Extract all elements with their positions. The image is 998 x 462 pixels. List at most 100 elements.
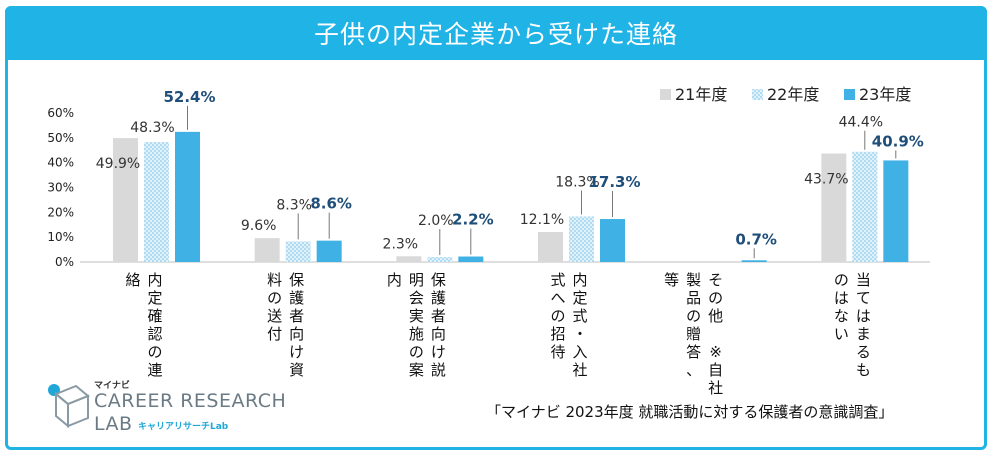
category-label-char: へ <box>550 289 565 307</box>
legend-label-22: 22年度 <box>767 85 819 104</box>
category-label-char: 者 <box>289 307 304 325</box>
category-label-char: 護 <box>431 289 446 307</box>
category-label-char: 護 <box>289 289 304 307</box>
category-label-char: 施 <box>409 325 424 343</box>
category-label-char: ※ <box>709 343 722 361</box>
data-label-23-cat5: 40.9% <box>872 132 924 150</box>
category-label-char: 内 <box>147 271 162 289</box>
category-label-char: 明 <box>409 271 424 289</box>
category-label-char: 製 <box>686 271 701 289</box>
logo: マイナビ CAREER RESEARCH LAB キャリアリサーチLab <box>44 378 286 438</box>
bar-21-cat5 <box>821 153 847 262</box>
category-label-char: 式 <box>572 307 587 325</box>
category-label-char: の <box>147 343 162 361</box>
category-label-char: る <box>856 343 871 361</box>
data-label-21-cat2: 2.3% <box>383 236 419 252</box>
data-label-23-cat2: 2.2% <box>452 211 494 229</box>
y-tick-label: 0% <box>55 255 74 269</box>
category-label-char: 定 <box>572 289 587 307</box>
bar-21-cat2 <box>396 256 422 262</box>
bar-22-cat3 <box>569 216 594 262</box>
category-label-char: の <box>834 271 849 289</box>
data-label-21-cat1: 9.6% <box>241 218 277 234</box>
logo-cube-icon <box>48 384 90 429</box>
category-label-char: そ <box>708 271 723 289</box>
category-label-char: 会 <box>409 289 424 307</box>
data-label-22-cat3: 18.3% <box>555 175 599 191</box>
category-label-char: 社 <box>708 379 723 397</box>
legend-swatch-21 <box>660 89 671 100</box>
data-label-22-cat0: 48.3% <box>130 120 174 136</box>
logo-sub: キャリアリサーチLab <box>138 422 229 432</box>
data-label-23-cat0: 52.4% <box>163 88 215 106</box>
category-label-char: 品 <box>686 289 701 307</box>
chart-title: 子供の内定企業から受けた連絡 <box>313 20 678 49</box>
category-label-char: て <box>856 289 871 307</box>
bar-21-cat3 <box>538 231 563 262</box>
legend-swatch-23 <box>844 89 855 100</box>
bar-23-cat2 <box>458 256 484 262</box>
source-note: 「マイナビ 2023年度 就職活動に対する保護者の意識調査」 <box>486 403 894 421</box>
bar-22-cat2 <box>427 257 453 262</box>
category-label-char: ま <box>856 325 871 343</box>
category-label-char: の <box>708 289 723 307</box>
category-label-char: は <box>856 307 871 325</box>
category-label-char: 自 <box>708 361 723 379</box>
category-label-char: の <box>550 307 565 325</box>
category-label-char: 答 <box>686 343 701 361</box>
category-label-char: 社 <box>572 361 587 379</box>
bar-23-cat1 <box>316 240 342 262</box>
legend-label-23: 23年度 <box>859 85 911 104</box>
bar-21-cat0 <box>113 138 138 262</box>
data-label-22-cat1: 8.3% <box>276 197 312 213</box>
data-label-23-cat4: 0.7% <box>735 230 777 248</box>
bar-23-cat4 <box>741 260 767 262</box>
category-label-char: 案 <box>409 361 424 379</box>
category-label-char: ・ <box>572 325 587 343</box>
category-label-char: 確 <box>147 307 162 325</box>
logo-line1: CAREER RESEARCH <box>94 390 287 412</box>
bar-22-cat1 <box>285 241 311 262</box>
category-label-char: 招 <box>550 325 565 343</box>
bar-23-cat3 <box>600 219 625 262</box>
category-label-char: の <box>267 289 282 307</box>
logo-line2: LAB <box>94 413 133 435</box>
category-label-char: 認 <box>147 325 162 343</box>
category-label-char: 向 <box>431 325 446 343</box>
data-label-22-cat2: 2.0% <box>418 213 454 229</box>
category-label-char: 連 <box>147 361 162 379</box>
logo-brand: マイナビ <box>94 381 130 391</box>
category-label-char: 等 <box>664 271 679 289</box>
category-label-char: 実 <box>409 307 424 325</box>
y-tick-label: 60% <box>47 106 74 120</box>
y-tick-label: 20% <box>47 205 74 219</box>
category-label-char: 者 <box>431 307 446 325</box>
legend-label-21: 21年度 <box>675 85 727 104</box>
category-label-char: も <box>856 361 871 379</box>
category-label-char: 他 <box>708 307 723 325</box>
category-label-char: 贈 <box>686 325 701 343</box>
category-label-char: 料 <box>267 271 282 289</box>
category-label-char: 式 <box>550 271 565 289</box>
category-label-char: 定 <box>147 289 162 307</box>
category-label-char: 向 <box>289 325 304 343</box>
category-label-char: の <box>409 343 424 361</box>
data-label-21-cat5: 43.7% <box>804 171 848 187</box>
category-label-char: 送 <box>267 307 282 325</box>
category-label-char: 、 <box>686 361 701 379</box>
category-label-char: い <box>834 325 849 343</box>
category-label-char: 入 <box>572 343 587 361</box>
legend-swatch-22 <box>752 89 763 100</box>
y-tick-label: 40% <box>47 156 74 170</box>
category-label-char: け <box>431 343 446 361</box>
y-tick-label: 30% <box>47 181 74 195</box>
category-label-char: 絡 <box>125 271 140 289</box>
data-label-23-cat1: 8.6% <box>310 195 352 213</box>
category-label-char: 当 <box>856 271 871 289</box>
category-label-char: 待 <box>550 343 565 361</box>
bar-22-cat0 <box>144 142 169 262</box>
category-label-char: 内 <box>572 271 587 289</box>
data-label-23-cat3: 17.3% <box>588 173 640 191</box>
bar-23-cat5 <box>883 160 909 262</box>
